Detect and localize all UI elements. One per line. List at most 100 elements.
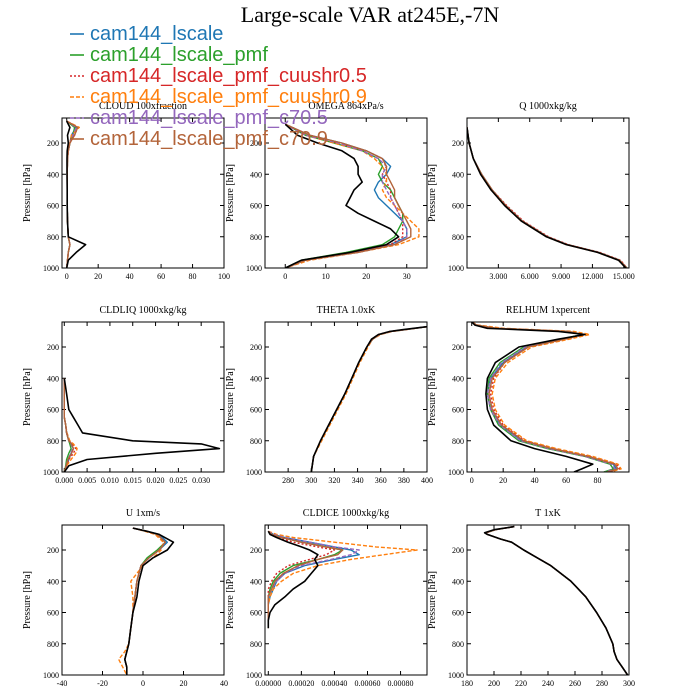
y-tick-label: 200 [250, 343, 262, 352]
y-axis-label: Pressure [hPa] [225, 368, 236, 426]
x-tick-label: 80 [189, 272, 197, 281]
y-tick-label: 200 [47, 343, 59, 352]
y-axis-label: Pressure [hPa] [427, 571, 438, 629]
y-tick-label: 600 [47, 406, 59, 415]
series-line-5 [485, 525, 629, 675]
series-line-2 [467, 127, 628, 268]
plot-lines [310, 325, 427, 472]
y-tick-label: 400 [250, 374, 262, 383]
y-tick-label: 600 [452, 609, 464, 618]
panel-3: CLDLIQ 1000xkg/kg Pressure [hPa] 0.000 0.00… [22, 305, 225, 485]
y-axis-label: Pressure [hPa] [225, 571, 236, 629]
x-tick-label: 0 [65, 272, 69, 281]
y-tick-label: 800 [47, 437, 59, 446]
y-axis-label: Pressure [hPa] [225, 164, 236, 222]
plot-lines [117, 527, 175, 675]
x-tick-label: 260 [569, 679, 581, 688]
series-line-1 [467, 127, 628, 268]
x-tick-label: 40 [531, 476, 539, 485]
series-line-3 [117, 527, 165, 675]
y-tick-label: 400 [47, 170, 59, 179]
series-line-4 [471, 322, 616, 472]
plot-frame [61, 117, 225, 269]
y-tick-label: 200 [250, 139, 262, 148]
plot-frame [264, 117, 428, 269]
y-tick-label: 1000 [448, 264, 464, 273]
series-line-4 [284, 123, 408, 268]
x-tick-label: 320 [328, 476, 340, 485]
plot-frame [466, 321, 630, 473]
x-tick-label: 9.000 [552, 272, 570, 281]
series-line-0 [467, 127, 628, 268]
series-line-3 [471, 322, 622, 472]
x-tick-label: 360 [375, 476, 387, 485]
y-tick-label: 600 [250, 609, 262, 618]
plot-lines [467, 127, 628, 268]
x-tick-label: 15.000 [613, 272, 635, 281]
legend-label-2: cam144_lscale_pmf_cuushr0.5 [90, 65, 367, 87]
series-line-4 [310, 326, 427, 472]
plot-frame [61, 321, 225, 473]
legend: cam144_lscalecam144_lscale_pmfcam144_lsc… [70, 23, 367, 150]
x-tick-label: 10 [322, 272, 330, 281]
x-tick-label: 0.00040 [321, 679, 347, 688]
plot-frame [264, 321, 428, 473]
plot-frame [61, 524, 225, 676]
panel-title: U 1xm/s [126, 508, 160, 519]
y-axis-label: Pressure [hPa] [427, 164, 438, 222]
plot-lines [65, 120, 87, 268]
x-tick-label: 20 [499, 476, 507, 485]
panel-title: T 1xK [535, 508, 561, 519]
x-tick-label: 0.00060 [354, 679, 380, 688]
x-tick-label: 0.00000 [255, 679, 281, 688]
control-line [65, 120, 87, 268]
x-tick-label: 280 [282, 476, 294, 485]
panel-title: CLDLIQ 1000xkg/kg [100, 305, 187, 316]
y-tick-label: 1000 [246, 264, 262, 273]
series-line-3 [467, 127, 627, 268]
panel-title: RELHUM 1xpercent [506, 305, 590, 316]
y-tick-label: 600 [452, 406, 464, 415]
y-tick-label: 1000 [43, 671, 59, 680]
y-tick-label: 800 [250, 437, 262, 446]
x-tick-label: 40 [126, 272, 134, 281]
legend-label-3: cam144_lscale_pmf_cuushr0.9 [90, 86, 367, 108]
x-tick-label: -40 [57, 679, 68, 688]
y-tick-label: 200 [452, 139, 464, 148]
panel-title: Q 1000xkg/kg [519, 101, 577, 112]
x-tick-label: 380 [398, 476, 410, 485]
panel-5: RELHUM 1xpercent Pressure [hPa] 0 20 40 60 80 2… [427, 305, 630, 485]
y-tick-label: 200 [452, 546, 464, 555]
y-tick-label: 800 [47, 233, 59, 242]
series-line-1 [310, 326, 427, 472]
x-tick-label: 40 [220, 679, 228, 688]
x-tick-label: 400 [421, 476, 433, 485]
series-line-0 [310, 326, 427, 472]
panel-title: CLOUD 100xfraction [99, 101, 187, 112]
series-line-5 [124, 527, 167, 675]
plot-frame [264, 524, 428, 676]
series-line-3 [267, 530, 418, 629]
plot-lines [267, 530, 418, 629]
series-line-4 [485, 525, 629, 675]
x-tick-label: 0 [141, 679, 145, 688]
x-tick-label: 0.005 [78, 476, 96, 485]
x-tick-label: 20 [94, 272, 102, 281]
x-tick-label: 0.020 [147, 476, 165, 485]
x-tick-label: 300 [623, 679, 635, 688]
x-tick-label: 0.025 [169, 476, 187, 485]
y-tick-label: 600 [250, 202, 262, 211]
x-tick-label: 80 [594, 476, 602, 485]
y-tick-label: 800 [452, 640, 464, 649]
control-line [63, 378, 221, 472]
series-line-0 [485, 525, 629, 675]
y-axis-label: Pressure [hPa] [22, 164, 33, 222]
panel-2: Q 1000xkg/kg Pressure [hPa] 3.000 6.000 9.00… [427, 101, 635, 281]
y-tick-label: 1000 [448, 468, 464, 477]
control-line [471, 322, 594, 472]
series-line-5 [267, 530, 344, 629]
panel-8: T 1xK Pressure [hPa] 180 200 220 240 260 280 300… [427, 508, 635, 688]
y-tick-label: 1000 [246, 671, 262, 680]
plot-lines [63, 378, 221, 472]
